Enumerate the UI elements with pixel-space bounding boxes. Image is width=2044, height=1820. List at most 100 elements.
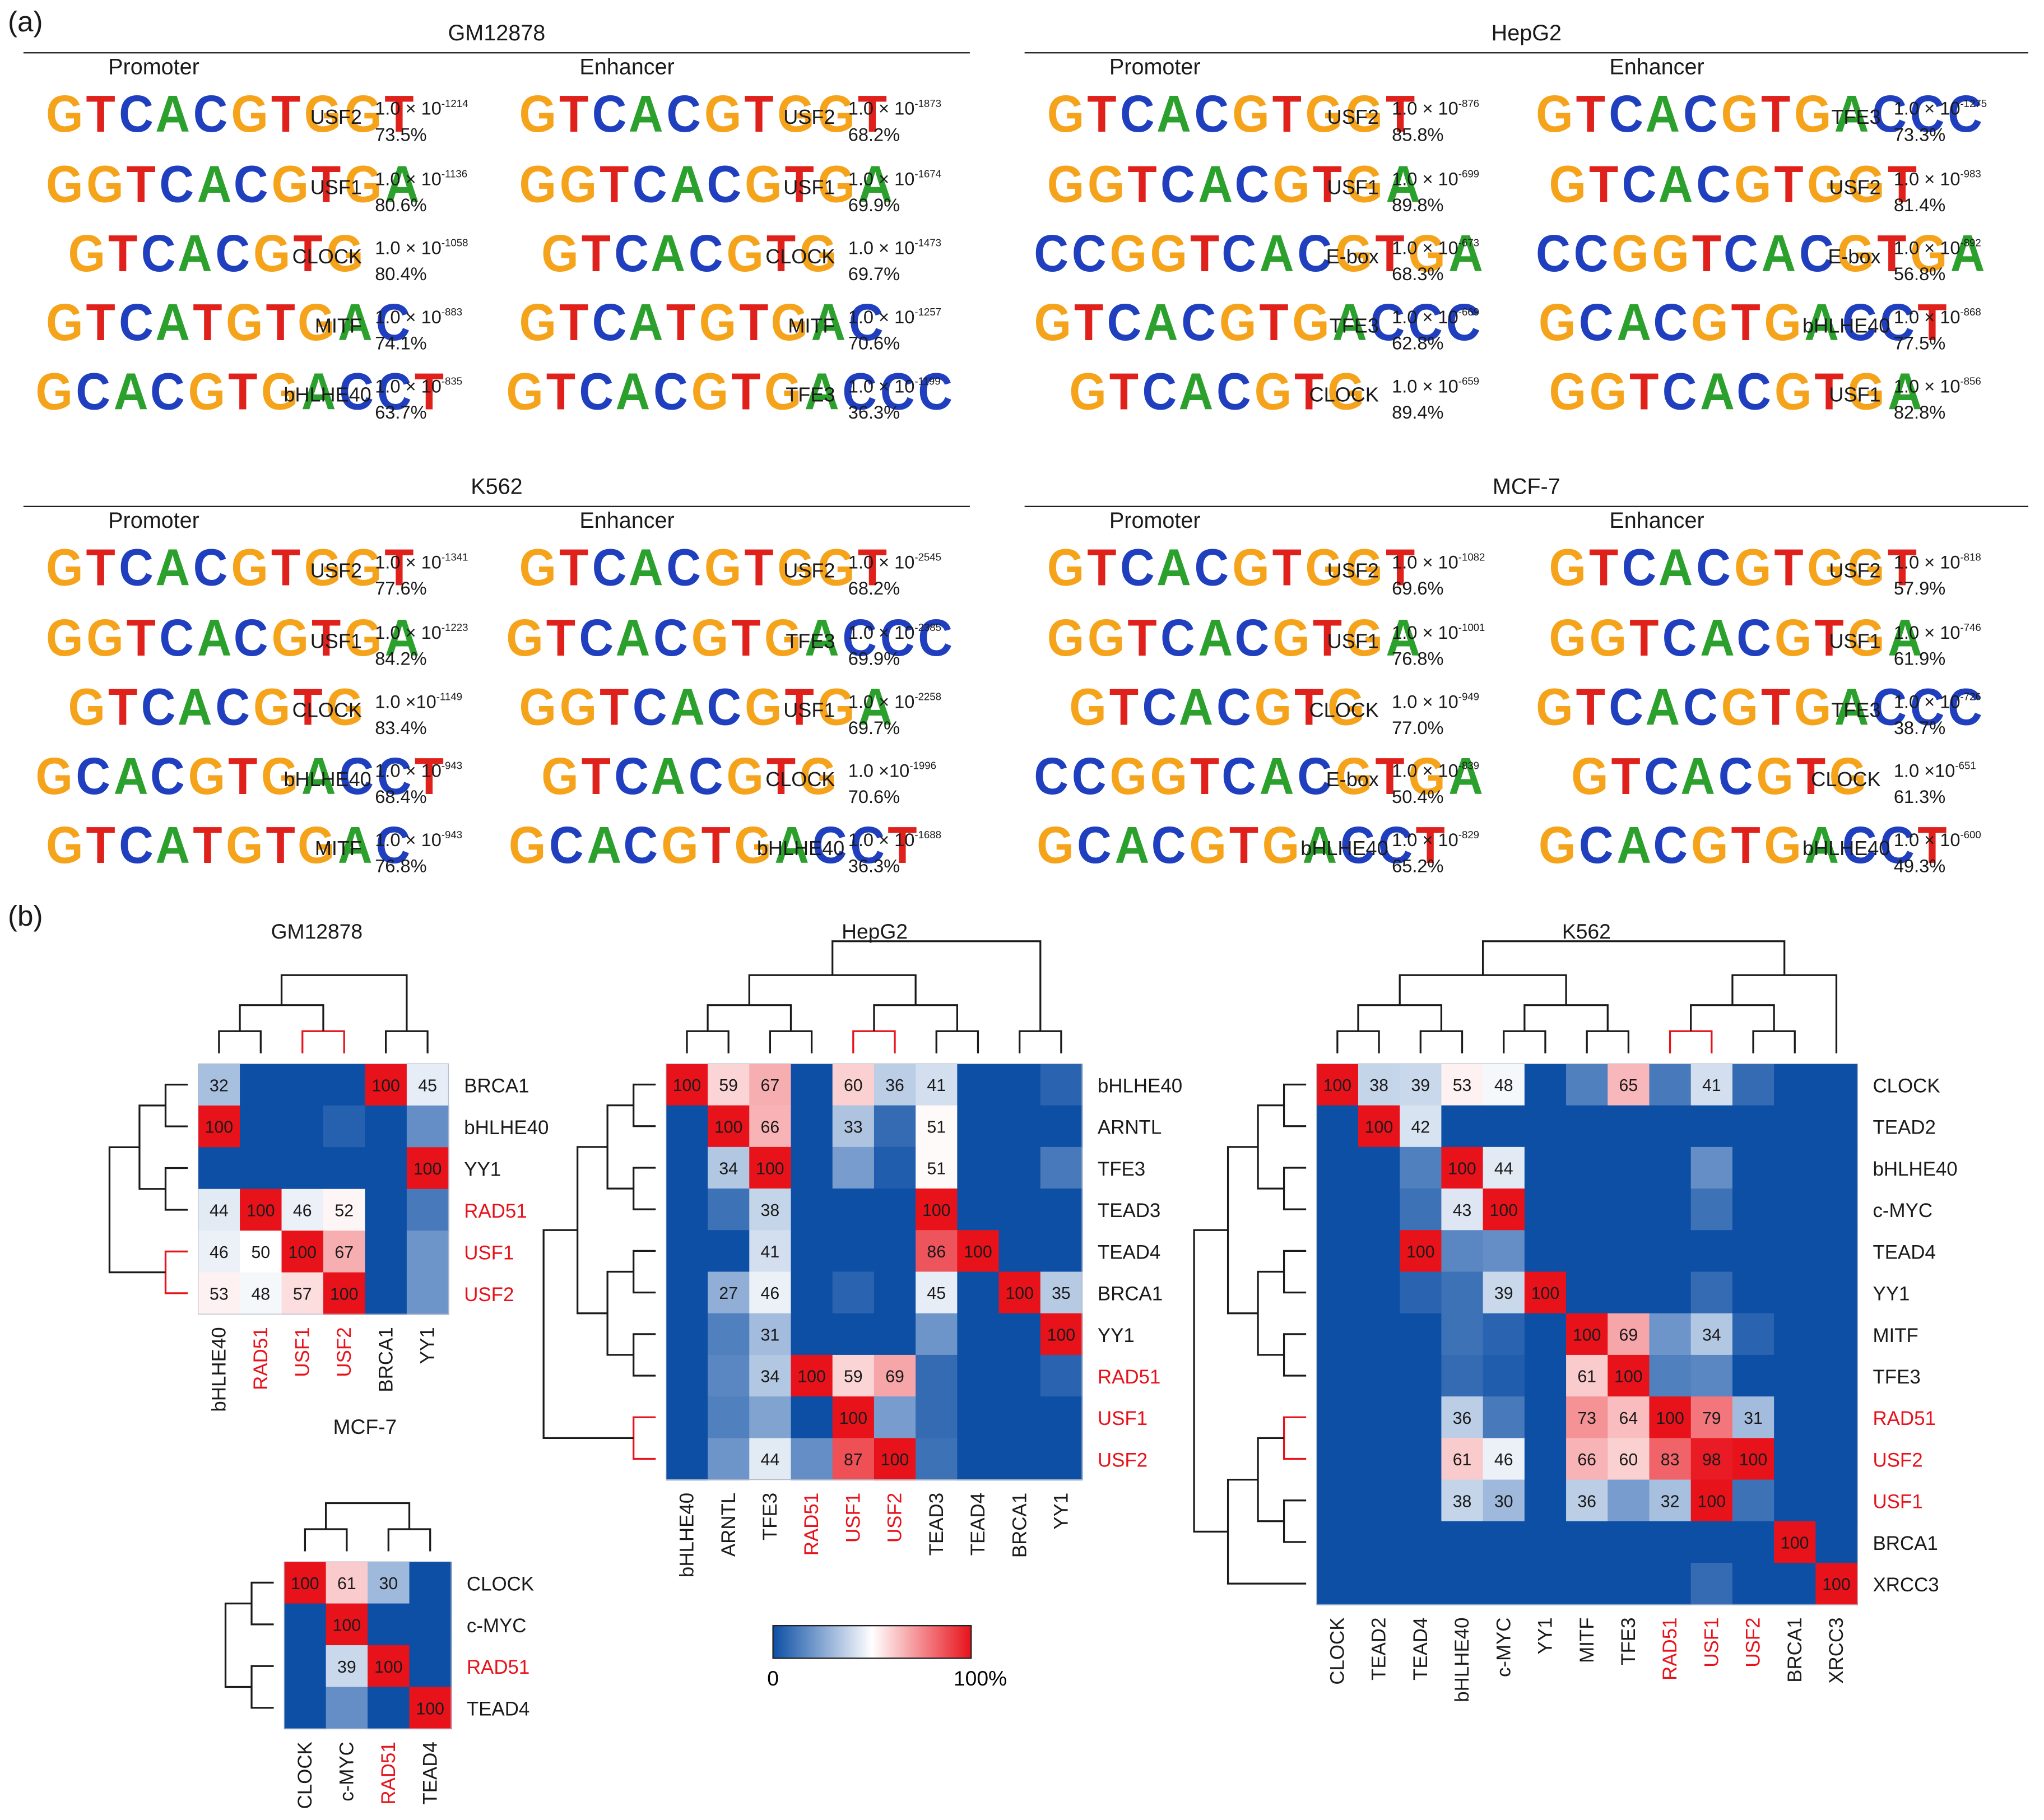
heatmap-title: GM12878	[271, 920, 363, 943]
motif-base: A	[651, 225, 686, 283]
heatmap-cell	[1483, 1563, 1526, 1605]
motif-base: T	[1294, 679, 1325, 737]
motif-base: T	[1229, 817, 1260, 875]
motif-base: T	[745, 86, 774, 143]
motif-base: T	[229, 748, 258, 806]
promoter-header: Promoter	[108, 54, 199, 80]
motif-base: C	[1653, 817, 1689, 875]
motif-base: C	[1119, 540, 1154, 597]
tf-name: CLOCK	[1811, 769, 1881, 792]
column-label: CLOCK	[1327, 1617, 1349, 1684]
motif-base: A	[1197, 610, 1233, 668]
heatmap-cell	[284, 1687, 327, 1730]
enrichment-stats: 1.0 × 10-659 89.4%	[1392, 369, 1479, 425]
heatmap-cell	[1524, 1230, 1567, 1273]
heatmap-cell	[1608, 1146, 1650, 1190]
cell-value: 100	[205, 1118, 233, 1137]
row-label: c-MYC	[1873, 1200, 1932, 1222]
p-value-base: 1.0 × 10	[1392, 375, 1458, 397]
motif-base: G	[1109, 748, 1147, 806]
row-label: TEAD2	[1873, 1117, 1935, 1139]
heatmap-cell	[1316, 1479, 1359, 1522]
target-percentage: 80.6%	[375, 194, 427, 215]
heatmap-cell	[832, 1188, 875, 1231]
heatmap-cell	[240, 1064, 282, 1107]
p-value-base: 1.0 × 10	[848, 97, 915, 119]
heatmap-cell	[1040, 1105, 1083, 1148]
p-value-exponent: -1688	[914, 829, 941, 841]
heatmap-cell	[791, 1230, 833, 1273]
motif-base: C	[548, 817, 583, 875]
motif-base: G	[1763, 817, 1801, 875]
heatmap-cell	[365, 1147, 408, 1190]
p-value-exponent: -949	[1458, 691, 1480, 703]
heatmap-cell	[1774, 1354, 1817, 1397]
heatmap-cell	[666, 1271, 709, 1314]
motif-base: G	[344, 610, 382, 668]
motif-base: C	[1222, 748, 1257, 806]
heatmap-cell	[323, 1064, 366, 1107]
motif-base: C	[377, 364, 412, 421]
motif-base: A	[1646, 679, 1681, 737]
motif-base: A	[811, 294, 847, 352]
cell-value: 44	[210, 1202, 229, 1220]
heatmap-cell	[1358, 1146, 1401, 1190]
p-value-base: 1.0 × 10	[1893, 829, 1961, 850]
motif-base: A	[1157, 540, 1192, 597]
cell-value: 100	[1822, 1576, 1850, 1594]
tf-name: E-box	[1326, 246, 1379, 269]
motif-base: C	[591, 294, 626, 352]
enrichment-stats: 1.0 × 10-1223 84.2%	[375, 615, 468, 671]
motif-base: C	[1661, 610, 1697, 668]
heatmap-cell	[708, 1188, 750, 1231]
heatmap-cell	[1815, 1271, 1858, 1314]
heatmap-cell	[1732, 1230, 1775, 1273]
panel-a-label: (a)	[7, 5, 43, 38]
motif-base: G	[1035, 817, 1074, 875]
column-label: TEAD2	[1368, 1617, 1390, 1680]
heatmap-cell	[1524, 1479, 1567, 1522]
target-percentage: 89.8%	[1392, 194, 1444, 215]
motif-base: A	[113, 364, 148, 421]
heatmap-cell	[1815, 1188, 1858, 1231]
colorbar-min-label: 0	[767, 1666, 779, 1690]
p-value-exponent: -1214	[441, 97, 468, 110]
p-value-exponent: -943	[441, 760, 463, 772]
motif-base: C	[1661, 364, 1697, 421]
motif-base: C	[1034, 225, 1069, 283]
heatmap-cell	[281, 1147, 324, 1190]
motif-base: C	[1909, 86, 1944, 143]
cell-value: 60	[1619, 1451, 1638, 1469]
row-label: USF1	[1873, 1491, 1922, 1513]
panel-b-label: (b)	[7, 899, 43, 932]
motif-base: T	[738, 294, 769, 352]
motif-base: C	[917, 364, 953, 421]
heatmap-cell	[1524, 1313, 1567, 1356]
enrichment-stats: 1.0 × 10-943 68.4%	[375, 754, 462, 810]
heatmap-cell	[406, 1272, 449, 1315]
motif-base: T	[1731, 294, 1761, 352]
motif-base: G	[1571, 748, 1609, 806]
heatmap-cell	[1566, 1230, 1609, 1273]
motif-base: G	[1262, 817, 1299, 875]
heatmap-cell	[998, 1438, 1041, 1480]
motif-base: G	[1109, 225, 1147, 283]
heatmap-cell	[708, 1354, 750, 1397]
enrichment-stats: 1.0 × 10-746 61.9%	[1894, 615, 1981, 671]
heatmap-cell	[1358, 1479, 1401, 1522]
motif-base: G	[1335, 225, 1373, 283]
p-value-exponent: -1674	[914, 168, 941, 180]
motif-base: T	[414, 748, 444, 806]
motif-base: A	[196, 610, 231, 668]
motif-base: G	[298, 817, 336, 875]
motif-base: C	[842, 610, 877, 668]
row-label: CLOCK	[1873, 1075, 1940, 1097]
cell-value: 34	[719, 1160, 738, 1178]
cell-value: 57	[293, 1285, 312, 1304]
heatmap-cell	[1040, 1188, 1083, 1231]
